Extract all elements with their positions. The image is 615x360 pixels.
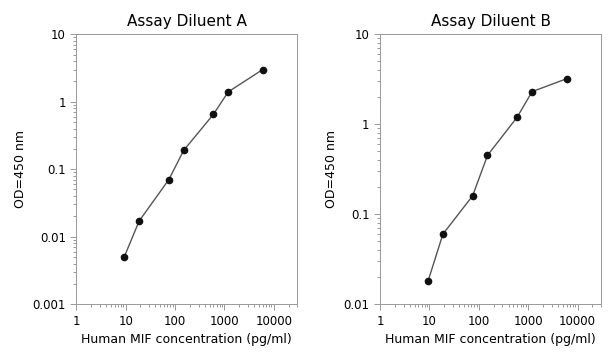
Title: Assay Diluent B: Assay Diluent B [430, 14, 550, 29]
X-axis label: Human MIF concentration (pg/ml): Human MIF concentration (pg/ml) [81, 333, 292, 346]
Y-axis label: OD=450 nm: OD=450 nm [14, 130, 27, 208]
X-axis label: Human MIF concentration (pg/ml): Human MIF concentration (pg/ml) [385, 333, 596, 346]
Y-axis label: OD=450 nm: OD=450 nm [325, 130, 338, 208]
Title: Assay Diluent A: Assay Diluent A [127, 14, 247, 29]
